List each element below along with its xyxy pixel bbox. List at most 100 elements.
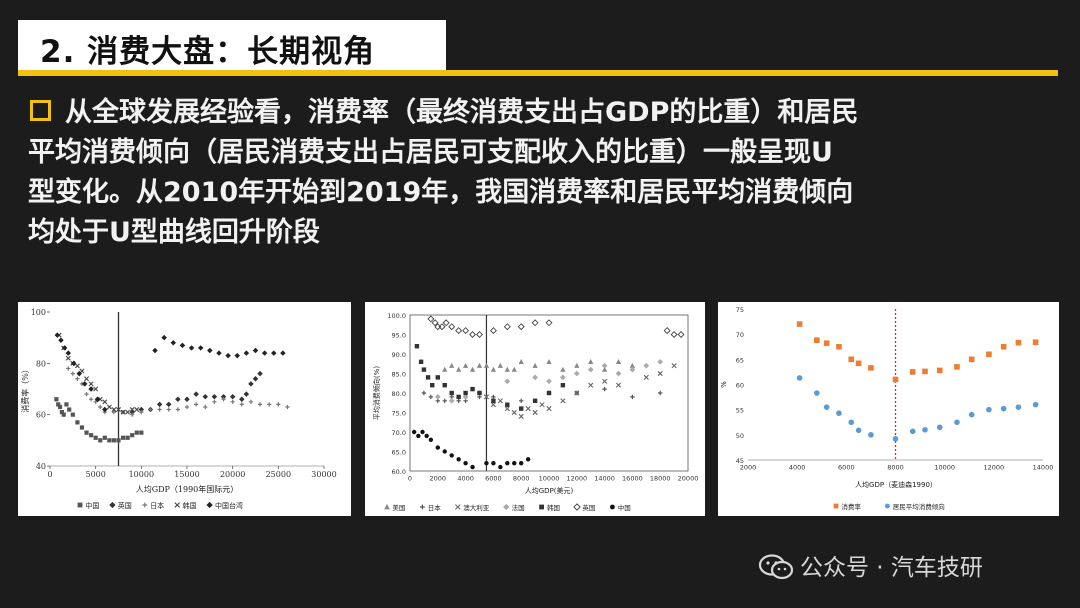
data-point <box>211 393 218 400</box>
watermark: 公众号 · 汽车技研 <box>758 548 983 582</box>
legend-item: 中国 <box>77 501 99 510</box>
y-tick-label: 70.0 <box>392 429 406 437</box>
y-tick-label: 75.0 <box>392 410 406 418</box>
y-tick-label: 85.0 <box>392 371 406 379</box>
legend-item: 英国 <box>109 501 132 510</box>
title-bar: 2. 消费大盘：长期视角 <box>18 12 1058 76</box>
data-point <box>84 430 89 435</box>
data-point <box>560 374 566 381</box>
series-法国 <box>434 358 664 404</box>
data-point <box>602 386 607 392</box>
data-point <box>207 347 213 354</box>
data-point <box>420 504 425 510</box>
y-tick-label: 75 <box>736 306 744 314</box>
plot-frame <box>409 314 689 472</box>
legend-item: 澳大利亚 <box>455 503 490 512</box>
data-point <box>587 366 594 373</box>
data-point <box>518 413 524 419</box>
data-point <box>59 410 64 415</box>
data-point <box>212 399 217 404</box>
data-point <box>456 366 462 372</box>
data-point <box>449 453 454 458</box>
data-point <box>1015 339 1022 346</box>
data-point <box>175 407 180 412</box>
data-point <box>470 464 475 470</box>
data-point <box>431 319 439 327</box>
data-point <box>248 399 254 404</box>
x-tick-label: 12000 <box>566 475 587 483</box>
data-point <box>125 409 131 415</box>
data-point <box>202 393 208 400</box>
data-point <box>463 390 468 396</box>
chart-consumption-rate-intl: 40 60 80 100 0 5000 10000 15000 20000 25000 30000 人… <box>18 302 351 516</box>
data-point <box>57 404 63 410</box>
data-point <box>156 401 163 408</box>
data-point <box>71 360 77 367</box>
series-美国 <box>442 358 636 372</box>
data-point <box>93 399 98 404</box>
data-point <box>671 363 677 369</box>
data-point <box>476 331 483 338</box>
data-point <box>94 396 101 402</box>
data-point <box>954 364 960 370</box>
data-point <box>442 383 447 388</box>
data-point <box>203 404 208 410</box>
data-point <box>98 438 103 443</box>
x-tick-label: 20000 <box>220 470 245 479</box>
data-point <box>111 410 117 415</box>
title-box: 2. 消费大盘：长期视角 <box>18 20 446 74</box>
data-point <box>1000 405 1007 412</box>
data-point <box>66 366 71 371</box>
data-point <box>519 461 524 466</box>
data-point <box>252 347 259 354</box>
data-point <box>497 362 503 368</box>
x-tick-label: 4000 <box>789 464 806 472</box>
series-韩国 <box>56 332 140 415</box>
data-point <box>130 433 135 438</box>
data-point <box>796 321 803 327</box>
wechat-icon <box>758 553 794 579</box>
data-point <box>442 319 450 327</box>
data-point <box>257 402 263 407</box>
y-tick-label: 95.0 <box>392 332 406 340</box>
data-point <box>476 362 483 368</box>
series-英国 <box>129 370 263 415</box>
data-point <box>120 435 126 440</box>
data-point <box>497 398 503 404</box>
x-tick-label: 10000 <box>129 470 154 479</box>
legend-item: 消费率 <box>833 502 861 511</box>
x-tick-label: 10000 <box>934 464 955 472</box>
x-tick-label: 2000 <box>740 464 757 472</box>
data-point <box>107 438 112 443</box>
data-point <box>206 501 213 509</box>
data-point <box>643 374 649 380</box>
data-point <box>823 340 830 347</box>
data-point <box>102 435 107 440</box>
legend-label: 英国 <box>118 501 132 510</box>
x-tick-label: 4000 <box>457 475 474 483</box>
data-point <box>532 374 538 381</box>
data-point <box>64 402 69 407</box>
data-point <box>174 502 180 508</box>
data-point <box>54 397 59 402</box>
x-tick-label: 14000 <box>594 475 615 483</box>
x-tick-label: 5000 <box>85 470 105 479</box>
data-point <box>677 331 685 338</box>
data-point <box>384 503 390 510</box>
x-tick-label: 0 <box>47 470 52 479</box>
data-point <box>532 398 538 403</box>
data-point <box>435 445 440 450</box>
data-point <box>574 390 580 396</box>
data-point <box>511 409 517 416</box>
x-tick-label: 18000 <box>650 475 671 483</box>
x-tick-label: 10000 <box>539 475 560 483</box>
x-tick-label: 15000 <box>174 470 199 479</box>
data-point <box>276 402 281 407</box>
data-point <box>922 368 928 375</box>
data-point <box>111 407 117 413</box>
data-point <box>986 351 992 358</box>
data-point <box>98 404 103 410</box>
data-point <box>532 362 538 368</box>
data-point <box>76 370 82 377</box>
data-point <box>588 358 594 364</box>
